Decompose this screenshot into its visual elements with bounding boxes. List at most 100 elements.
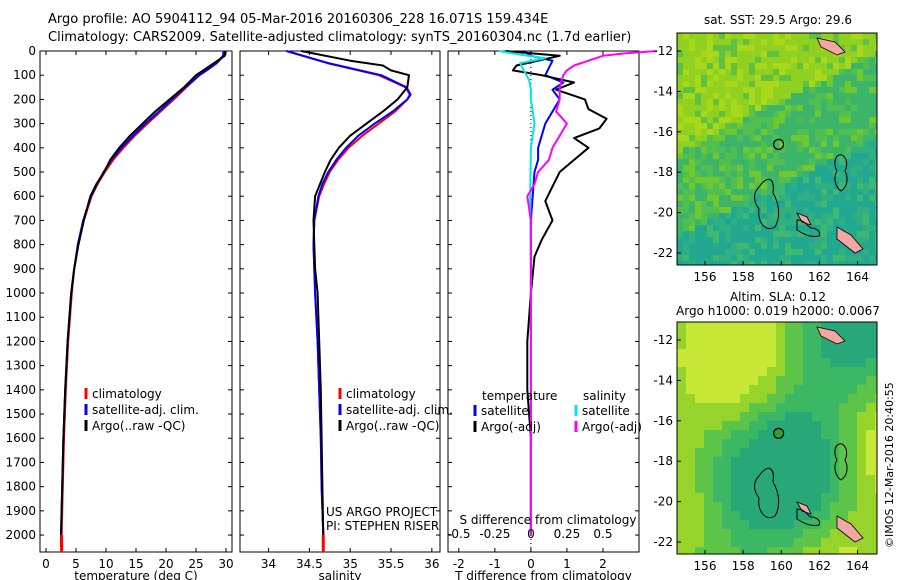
map-cell xyxy=(794,538,803,547)
map-cell xyxy=(773,123,779,129)
map-cell xyxy=(758,322,767,331)
map-cell xyxy=(767,75,773,81)
map-cell xyxy=(677,529,686,538)
map-cell xyxy=(797,165,803,171)
map-cell xyxy=(803,39,809,45)
map-cell xyxy=(761,255,767,261)
map-cell xyxy=(791,87,797,93)
map-cell xyxy=(797,129,803,135)
map-cell xyxy=(689,105,695,111)
island-shape xyxy=(796,501,812,515)
map-cell xyxy=(767,99,773,105)
map-cell xyxy=(701,51,707,57)
map-y-tick-label: -16 xyxy=(653,125,673,139)
top-tick-label: -0.25 xyxy=(479,527,510,541)
map-cell xyxy=(827,201,833,207)
map-cell xyxy=(707,51,713,57)
map-cell xyxy=(776,421,785,430)
map-cell xyxy=(707,33,713,39)
map-cell xyxy=(725,249,731,255)
map-cell xyxy=(743,135,749,141)
map-cell xyxy=(722,475,731,484)
map-cell xyxy=(776,331,785,340)
map-cell xyxy=(809,249,815,255)
map-cell xyxy=(683,231,689,237)
map-cell xyxy=(833,195,839,201)
map-cell xyxy=(755,153,761,159)
map-cell xyxy=(743,75,749,81)
map-cell xyxy=(863,183,869,189)
map-cell xyxy=(866,439,875,448)
map-cell xyxy=(851,135,857,141)
map-cell xyxy=(851,171,857,177)
map-cell xyxy=(737,39,743,45)
map-cell xyxy=(785,261,791,265)
map-cell xyxy=(740,511,749,520)
map-cell xyxy=(803,171,809,177)
map-cell xyxy=(839,493,848,502)
map-cell xyxy=(833,105,839,111)
map-cell xyxy=(785,135,791,141)
map-cell xyxy=(737,69,743,75)
map-cell xyxy=(839,87,845,93)
map-cell xyxy=(785,367,794,376)
map-cell xyxy=(803,93,809,99)
map-cell xyxy=(875,475,877,484)
map-cell xyxy=(821,117,827,123)
map-cell xyxy=(863,81,869,87)
y-tick-label: 700 xyxy=(13,213,36,227)
map-cell xyxy=(749,33,755,39)
map-cell xyxy=(695,51,701,57)
map-cell xyxy=(695,376,704,385)
map-cell xyxy=(851,105,857,111)
map-cell xyxy=(827,153,833,159)
map-cell xyxy=(758,493,767,502)
map-cell xyxy=(701,177,707,183)
legend-header: salinity xyxy=(583,389,626,403)
map-cell xyxy=(755,87,761,93)
map-cell xyxy=(827,111,833,117)
map-cell xyxy=(761,57,767,63)
map-cell xyxy=(869,243,875,249)
map-cell xyxy=(689,183,695,189)
map-cell xyxy=(773,141,779,147)
map-cell xyxy=(740,367,749,376)
map-cell xyxy=(866,349,875,358)
map-cell xyxy=(857,255,863,261)
x-tick-label: 5 xyxy=(72,557,80,571)
map-cell xyxy=(839,255,845,261)
map-cell xyxy=(731,385,740,394)
map-cell xyxy=(803,385,812,394)
map-cell xyxy=(776,403,785,412)
map-cell xyxy=(719,225,725,231)
map-cell xyxy=(851,231,857,237)
map-cell xyxy=(815,237,821,243)
map-cell xyxy=(803,117,809,123)
map-cell xyxy=(704,439,713,448)
map-cell xyxy=(785,475,794,484)
map-cell xyxy=(713,237,719,243)
map-cell xyxy=(686,448,695,457)
map-cell xyxy=(839,141,845,147)
map-cell xyxy=(815,129,821,135)
map-cell xyxy=(740,466,749,475)
map-cell xyxy=(845,117,851,123)
project-label: US ARGO PROJECT xyxy=(326,505,438,519)
map-cell xyxy=(785,69,791,75)
map-cell xyxy=(713,493,722,502)
map-frame xyxy=(676,321,878,555)
map-y-tick-label: -18 xyxy=(653,165,673,179)
map-cell xyxy=(755,105,761,111)
y-tick-label: 1600 xyxy=(5,431,36,445)
map-cell xyxy=(749,439,758,448)
map-cell xyxy=(707,93,713,99)
map-cell xyxy=(707,87,713,93)
map-cell xyxy=(731,231,737,237)
map-cell xyxy=(821,165,827,171)
map-cell xyxy=(695,183,701,189)
map-cell xyxy=(785,75,791,81)
map-cell xyxy=(737,249,743,255)
map-cell xyxy=(833,135,839,141)
map-cell xyxy=(707,261,713,265)
map-cell xyxy=(773,171,779,177)
